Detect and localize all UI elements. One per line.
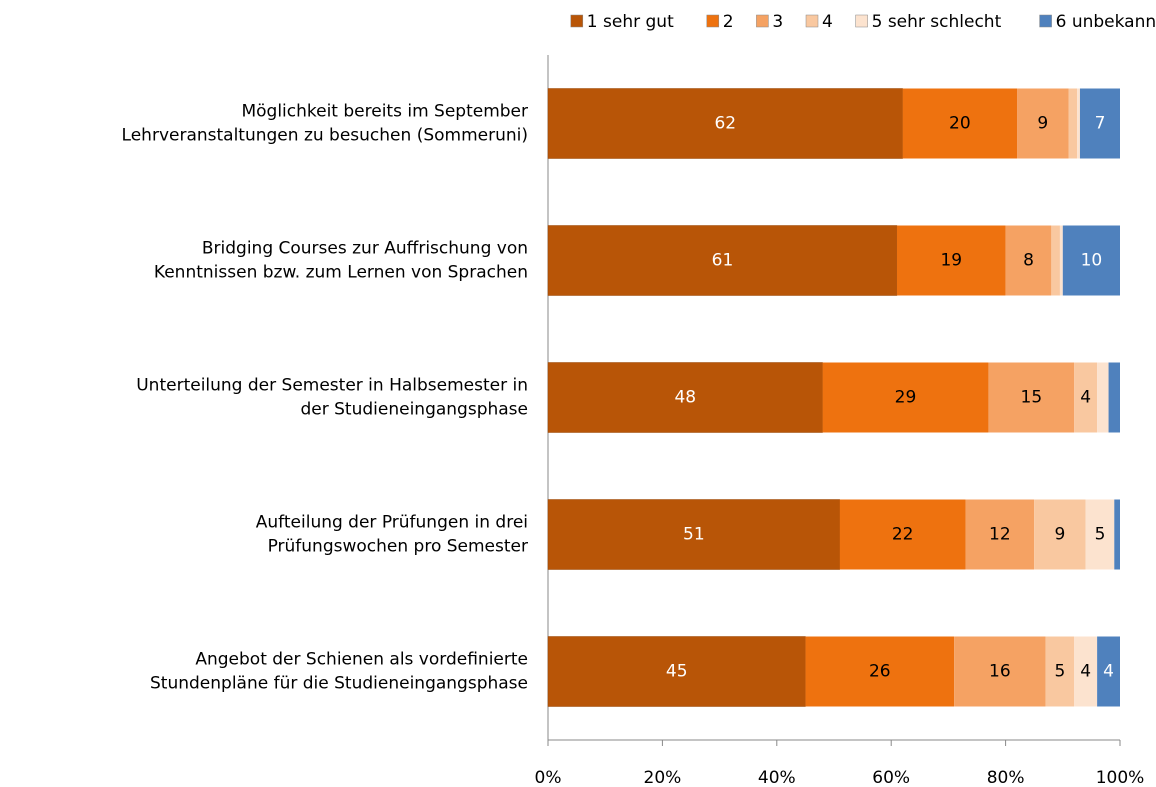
legend-label: 1 sehr gut	[587, 12, 674, 32]
category-label: Unterteilung der Semester in Halbsemeste…	[136, 376, 528, 396]
bar-segment	[805, 636, 955, 707]
data-label: 29	[895, 388, 917, 408]
data-label: 19	[940, 251, 962, 271]
data-label: 22	[892, 525, 914, 545]
legend-swatch	[1039, 14, 1052, 28]
bar-segment	[902, 88, 1018, 159]
x-tick-label: 100%	[1096, 768, 1145, 787]
data-label: 7	[1095, 114, 1106, 134]
bar-segment	[1045, 636, 1075, 707]
category-label: Prüfungswochen pro Semester	[268, 537, 528, 557]
x-tick-label: 60%	[872, 768, 910, 787]
legend-swatch	[805, 14, 819, 28]
legend-label: 2	[723, 12, 734, 32]
x-tick-label: 0%	[535, 768, 562, 787]
bar-segment	[1074, 362, 1098, 433]
data-label: 9	[1037, 114, 1048, 134]
data-label: 10	[1081, 251, 1103, 271]
bar-segment	[547, 225, 898, 296]
data-label: 51	[683, 525, 705, 545]
data-label: 4	[1080, 388, 1091, 408]
data-label: 8	[1023, 251, 1034, 271]
data-label: 4	[1080, 662, 1091, 682]
data-label: 12	[989, 525, 1011, 545]
category-label: Bridging Courses zur Auffrischung von	[202, 239, 528, 259]
bar-segment	[1062, 225, 1120, 296]
bar-segment	[1017, 88, 1069, 159]
category-label: Aufteilung der Prüfungen in drei	[256, 513, 528, 533]
bar-segment	[1051, 225, 1060, 296]
data-label: 62	[714, 114, 736, 134]
bar-segment	[1097, 362, 1109, 433]
legend-label: 6 unbekannt	[1056, 12, 1156, 32]
bar-segment	[1068, 88, 1078, 159]
data-label: 4	[1103, 662, 1114, 682]
data-label: 15	[1021, 388, 1043, 408]
bar-segment	[954, 636, 1046, 707]
bar-segment	[547, 636, 806, 707]
bar-segment	[896, 225, 1006, 296]
category-label: Kenntnissen bzw. zum Lernen von Sprachen	[154, 263, 528, 283]
data-label: 20	[949, 114, 971, 134]
bar-segment	[988, 362, 1075, 433]
bar-segment	[1114, 499, 1120, 570]
bar-segment	[965, 499, 1035, 570]
bar-segment	[1085, 499, 1115, 570]
legend-swatch	[570, 14, 584, 28]
legend-label: 5 sehr schlecht	[872, 12, 1002, 32]
data-label: 9	[1055, 525, 1066, 545]
x-tick-label: 20%	[644, 768, 682, 787]
legend-swatch	[706, 14, 720, 28]
bar-segment	[1077, 88, 1080, 159]
category-label: Stundenpläne für die Studieneingangsphas…	[150, 674, 528, 694]
category-label: Angebot der Schienen als vordefinierte	[195, 650, 528, 670]
x-tick-label: 40%	[758, 768, 796, 787]
bar-segment	[839, 499, 966, 570]
legend-swatch	[855, 14, 868, 28]
data-label: 26	[869, 662, 891, 682]
bar-segment	[1074, 636, 1098, 707]
data-label: 16	[989, 662, 1011, 682]
data-label: 5	[1095, 525, 1106, 545]
x-tick-label: 80%	[987, 768, 1025, 787]
data-label: 45	[666, 662, 688, 682]
bar-segment	[1079, 88, 1120, 159]
category-label: Möglichkeit bereits im September	[241, 102, 528, 122]
bar-segment	[1059, 225, 1063, 296]
bar-segment	[1108, 362, 1120, 433]
bar-segment	[1005, 225, 1052, 296]
bar-segment	[547, 499, 840, 570]
data-label: 5	[1055, 662, 1066, 682]
bar-segment	[822, 362, 989, 433]
data-label: 61	[712, 251, 734, 271]
legend-swatch	[756, 14, 769, 28]
bar-segment	[1034, 499, 1086, 570]
data-label: 48	[674, 388, 696, 408]
bar-segment	[547, 362, 823, 433]
legend-label: 3	[772, 12, 783, 32]
category-label: der Studieneingangsphase	[300, 400, 528, 420]
legend-label: 4	[822, 12, 833, 32]
category-label: Lehrveranstaltungen zu besuchen (Sommeru…	[122, 126, 528, 146]
bar-segment	[1097, 636, 1120, 707]
bar-segment	[547, 88, 903, 159]
